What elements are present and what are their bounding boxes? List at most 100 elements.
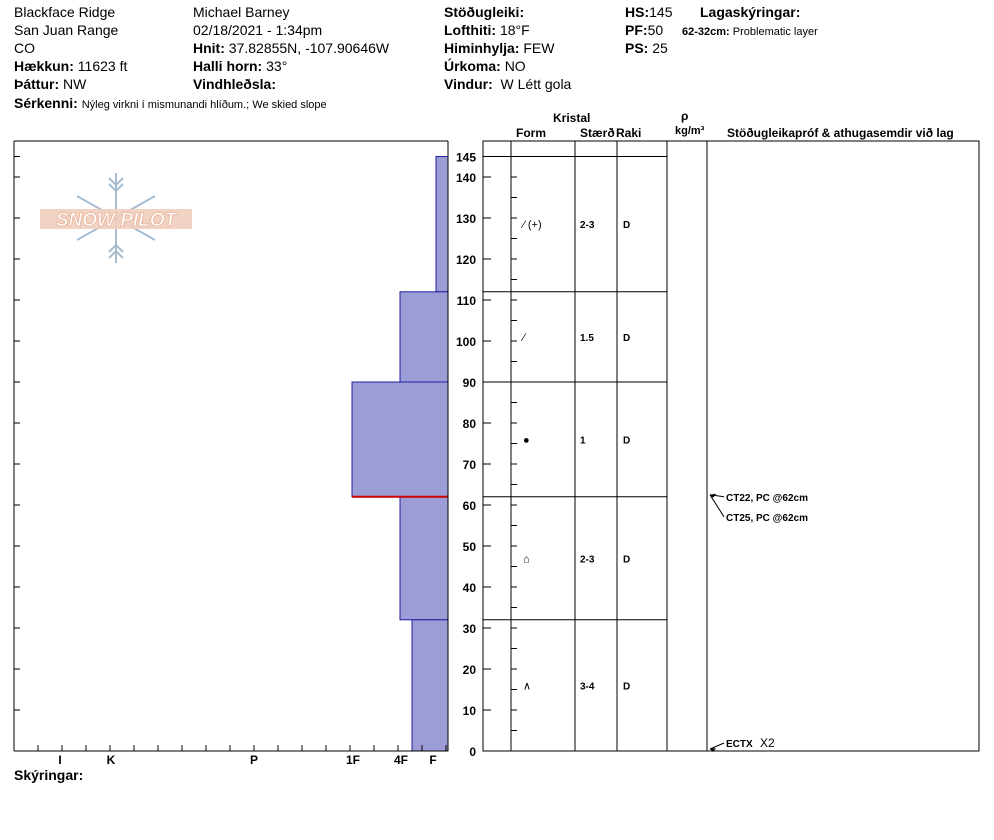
depth-label: 70 <box>463 458 477 472</box>
depth-label: 40 <box>463 581 477 595</box>
depth-label: 110 <box>457 294 477 308</box>
hardness-bar <box>399 496 449 621</box>
hs-value: 145 <box>649 4 673 20</box>
pf-value: 50 <box>647 22 664 38</box>
wind-loading-label: Vindhleðsla: <box>193 76 276 92</box>
test-label: CT25, PC @62cm <box>726 513 808 524</box>
depth-label: 140 <box>456 171 476 185</box>
grain-form: ⁄ (+) <box>520 219 542 231</box>
depth-label: 80 <box>463 417 477 431</box>
layer-table-border <box>482 140 980 752</box>
aspect-field: Þáttur: NW <box>14 76 86 92</box>
layer-note: 62-32cm: Problematic layer <box>682 24 818 40</box>
tests-header: Stöðugleikapróf & athugasemdir við lag <box>727 126 954 140</box>
layer-rows: ⁄ (+) 2-3 D ⁄ 1.5 D ● 1 D ⌂ 2-3 D ∧ 3-4 D <box>483 156 667 752</box>
slope-value: 33° <box>266 58 288 74</box>
layer-note-range: 62-32cm: <box>682 26 730 38</box>
notes-label: Skýringar: <box>14 767 84 783</box>
hardness-label: K <box>107 753 116 767</box>
state-name: CO <box>14 40 35 56</box>
sky-label: Himinhylja: <box>444 40 520 56</box>
depth-label: 130 <box>456 212 476 226</box>
air-temp-field: Lofthiti: 18°F <box>444 22 530 38</box>
crystal-header: Kristal <box>553 111 591 125</box>
precip-field: Úrkoma: NO <box>444 58 526 74</box>
slope-label: Halli horn: <box>193 58 263 74</box>
pf-label: PF: <box>625 22 648 38</box>
hardness-minor-ticks <box>37 745 447 751</box>
density-symbol: ρ <box>681 109 689 123</box>
form-header: Form <box>516 126 546 140</box>
test-leader-arrow <box>709 742 725 750</box>
depth-axis-labels: 0 10 20 30 40 50 60 70 80 90 100 110 120 130 140 145 <box>456 151 476 760</box>
depth-label: 30 <box>463 622 477 636</box>
features-label: Sérkenni: <box>14 95 78 111</box>
layer-moisture: D <box>623 220 630 231</box>
logo-text: SNOW PILOT <box>56 210 178 231</box>
layer-moisture: D <box>623 681 630 692</box>
depth-label: 20 <box>463 663 477 677</box>
location-name: Blackface Ridge <box>14 4 116 20</box>
layer-moisture: D <box>623 435 630 446</box>
test-label: ECTX <box>726 739 753 750</box>
grain-size: 1 <box>580 435 586 446</box>
test-label: CT22, PC @62cm <box>726 493 808 504</box>
hardness-label: F <box>429 753 436 767</box>
stability-tests: CT22, PC @62cm CT25, PC @62cm ECTX X2 <box>709 493 808 752</box>
depth-label: 50 <box>463 540 477 554</box>
depth-label: 90 <box>463 376 477 390</box>
depth-axis-ticks <box>483 156 491 752</box>
form-column-ticks <box>511 176 517 752</box>
size-header: Stærð <box>580 126 615 140</box>
hardness-bar <box>411 619 449 752</box>
ps-value: 25 <box>652 40 668 56</box>
depth-label: 145 <box>456 151 476 165</box>
snowflake-icon: SNOW PILOT <box>40 173 192 263</box>
density-unit: kg/m³ <box>675 125 705 137</box>
wind-field: Vindur: W Létt gola <box>444 76 571 92</box>
precip-value: NO <box>504 58 526 74</box>
coords-field: Hnit: 37.82855N, -107.90646W <box>193 40 389 56</box>
layer-notes-label: Lagaskýringar: <box>700 4 801 20</box>
precip-label: Úrkoma: <box>444 58 501 74</box>
ps-label: PS: <box>625 40 649 56</box>
air-temp-value: 18°F <box>499 22 530 38</box>
hardness-label: P <box>250 753 258 767</box>
grain-size: 2-3 <box>580 554 595 565</box>
features-value: Nýleg virkni í mismunandi hlíðum.; We sk… <box>81 99 327 111</box>
hardness-bars <box>351 156 449 752</box>
grain-form: ● <box>523 434 530 446</box>
test-leader-arrow <box>709 494 725 518</box>
test-extra: X2 <box>760 736 775 750</box>
elevation-label: Hækkun: <box>14 58 74 74</box>
wind-label: Vindur: <box>444 76 493 92</box>
hs-field: HS:145 <box>625 4 672 20</box>
hardness-bar <box>399 291 449 383</box>
aspect-value: NW <box>63 76 87 92</box>
depth-label: 100 <box>456 335 476 349</box>
hardness-bar <box>435 156 449 293</box>
hardness-axis-labels: I K P 1F 4F F <box>58 753 436 767</box>
observer-name: Michael Barney <box>193 4 290 20</box>
grain-size: 1.5 <box>580 333 594 344</box>
air-temp-label: Lofthiti: <box>444 22 497 38</box>
depth-label: 10 <box>463 704 477 718</box>
range-name: San Juan Range <box>14 22 119 38</box>
moisture-header: Raki <box>616 126 642 140</box>
depth-label: 120 <box>456 253 476 267</box>
grain-form: ⌂ <box>523 553 530 565</box>
hardness-bar <box>351 381 449 498</box>
grain-size: 2-3 <box>580 220 595 231</box>
aspect-label: Þáttur: <box>14 76 60 92</box>
layer-moisture: D <box>623 554 630 565</box>
grain-size: 3-4 <box>580 681 595 692</box>
depth-label: 0 <box>469 745 476 759</box>
features-field: Sérkenni: Nýleg virkni í mismunandi hlíð… <box>14 95 327 113</box>
slope-field: Halli horn: 33° <box>193 58 287 74</box>
hardness-label: 4F <box>394 753 408 767</box>
grain-form: ⁄ <box>520 332 527 344</box>
hs-label: HS: <box>625 4 650 20</box>
grain-form: ∧ <box>523 680 531 692</box>
elevation-field: Hækkun: 11623 ft <box>14 58 127 74</box>
